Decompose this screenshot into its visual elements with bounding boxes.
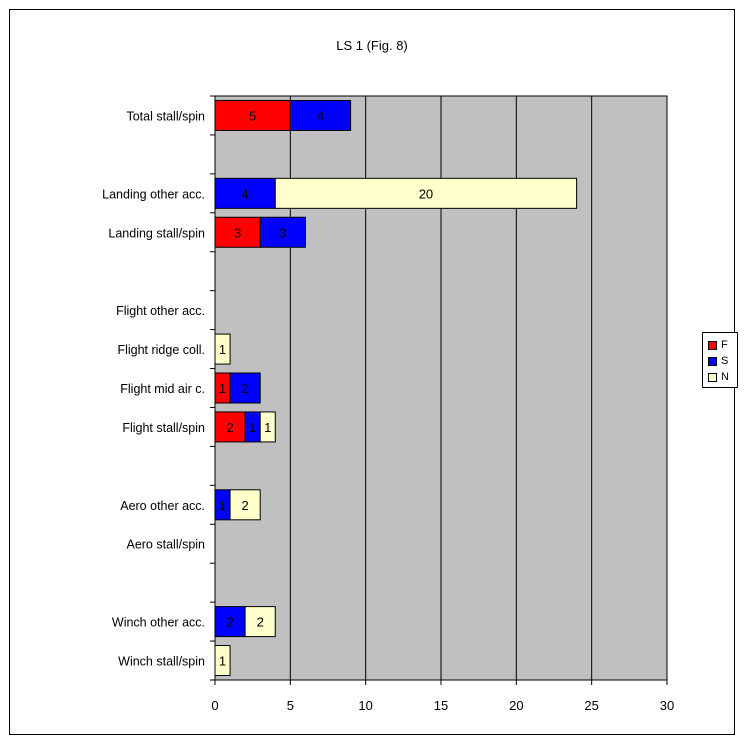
legend-item-f: F bbox=[708, 338, 728, 352]
category-label: Total stall/spin bbox=[126, 109, 205, 123]
data-label: 3 bbox=[234, 225, 241, 240]
legend-swatch bbox=[708, 356, 717, 366]
data-label: 4 bbox=[317, 108, 324, 123]
data-label: 1 bbox=[219, 342, 226, 357]
category-label: Landing stall/spin bbox=[108, 226, 205, 240]
bar-s bbox=[214, 606, 246, 638]
data-label: 2 bbox=[242, 498, 249, 513]
category-label: Landing other acc. bbox=[102, 187, 205, 201]
data-label: 2 bbox=[226, 615, 233, 630]
data-label: 2 bbox=[257, 615, 264, 630]
x-tick-label: 0 bbox=[211, 698, 218, 713]
bar-s bbox=[289, 99, 352, 131]
data-label: 1 bbox=[219, 654, 226, 669]
category-label: Flight ridge coll. bbox=[117, 343, 205, 357]
bar-s bbox=[229, 372, 261, 404]
data-label: 2 bbox=[226, 420, 233, 435]
bar-n bbox=[259, 411, 276, 443]
x-tick-label: 20 bbox=[509, 698, 523, 713]
data-label: 4 bbox=[242, 186, 249, 201]
legend-item-s: S bbox=[708, 354, 728, 368]
legend-label: N bbox=[721, 371, 729, 383]
bar-f bbox=[214, 216, 261, 248]
chart-title: LS 1 (Fig. 8) bbox=[336, 38, 408, 53]
bar-n bbox=[229, 489, 261, 521]
bar-f bbox=[214, 411, 246, 443]
category-label: Flight mid air c. bbox=[120, 382, 205, 396]
category-label: Winch stall/spin bbox=[118, 655, 205, 669]
data-label: 3 bbox=[279, 225, 286, 240]
data-label: 1 bbox=[219, 381, 226, 396]
category-label: Aero stall/spin bbox=[126, 538, 205, 552]
bar-n bbox=[244, 606, 276, 638]
data-label: 20 bbox=[419, 186, 433, 201]
bar-n bbox=[214, 645, 231, 677]
category-label: Flight stall/spin bbox=[122, 421, 205, 435]
data-label: 1 bbox=[249, 420, 256, 435]
bar-s bbox=[259, 216, 306, 248]
data-label: 1 bbox=[264, 420, 271, 435]
legend-swatch bbox=[708, 372, 717, 382]
x-tick-label: 15 bbox=[434, 698, 448, 713]
category-label: Winch other acc. bbox=[112, 616, 205, 630]
x-tick-label: 10 bbox=[358, 698, 372, 713]
data-label: 2 bbox=[242, 381, 249, 396]
bar-f bbox=[214, 99, 291, 131]
category-label: Aero other acc. bbox=[120, 499, 205, 513]
legend-label: F bbox=[721, 339, 728, 351]
legend-swatch bbox=[708, 340, 717, 350]
category-label: Flight other acc. bbox=[116, 304, 205, 318]
data-label: 5 bbox=[249, 108, 256, 123]
bar-n bbox=[214, 333, 231, 365]
bar-n bbox=[274, 177, 578, 209]
x-tick-label: 30 bbox=[660, 698, 674, 713]
legend-label: S bbox=[721, 355, 729, 367]
x-tick-label: 25 bbox=[584, 698, 598, 713]
legend-item-n: N bbox=[708, 370, 729, 384]
data-label: 1 bbox=[219, 498, 226, 513]
x-tick-label: 5 bbox=[287, 698, 294, 713]
